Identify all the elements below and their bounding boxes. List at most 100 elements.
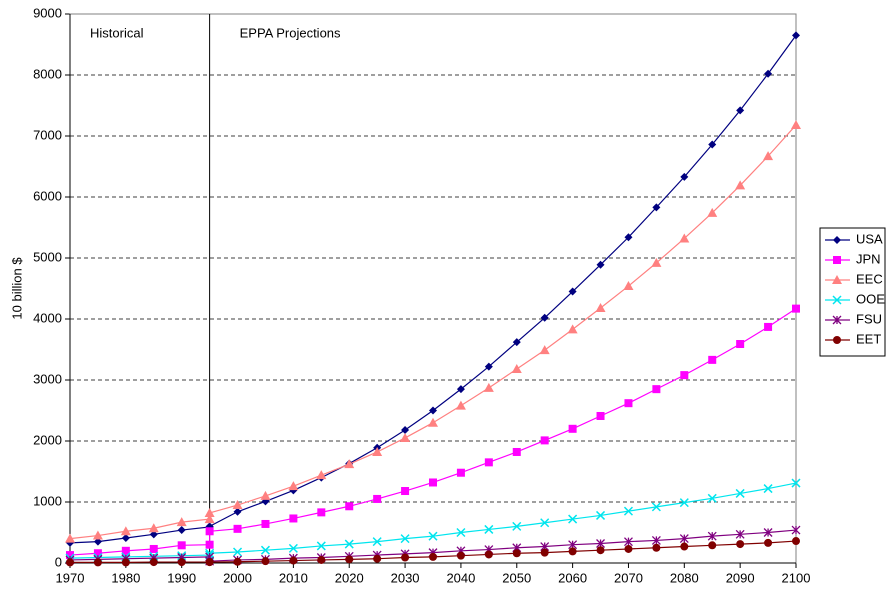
marker <box>205 558 214 567</box>
marker <box>177 541 186 550</box>
marker <box>233 547 243 557</box>
marker <box>652 385 661 394</box>
marker <box>455 400 466 410</box>
marker <box>833 236 841 244</box>
series-line <box>69 482 797 559</box>
marker <box>484 524 494 534</box>
marker <box>233 507 242 516</box>
marker <box>93 537 102 546</box>
marker <box>288 543 298 553</box>
marker <box>651 257 662 267</box>
marker <box>484 458 493 467</box>
marker <box>400 534 410 544</box>
y-tick-label: 1000 <box>33 493 62 508</box>
legend-box <box>819 227 886 357</box>
marker <box>177 526 186 535</box>
marker <box>568 424 577 433</box>
marker <box>373 494 382 503</box>
marker <box>624 233 633 242</box>
marker <box>679 534 689 544</box>
marker <box>540 436 549 445</box>
marker <box>456 385 465 394</box>
x-tick-label: 2100 <box>782 570 811 585</box>
marker <box>791 120 801 130</box>
y-tick-label: 2000 <box>33 432 62 447</box>
marker <box>764 322 773 331</box>
marker <box>596 539 605 548</box>
marker <box>624 544 633 553</box>
marker <box>260 490 271 500</box>
marker <box>401 553 410 562</box>
y-axis-label: 10 billion $ <box>9 257 24 320</box>
marker <box>707 531 717 541</box>
marker <box>345 502 354 511</box>
marker <box>177 558 186 567</box>
marker <box>679 233 690 243</box>
y-tick-label: 0 <box>55 554 62 569</box>
marker <box>121 546 130 555</box>
marker <box>289 514 298 523</box>
marker <box>596 260 605 269</box>
marker <box>791 525 801 535</box>
marker <box>289 556 298 565</box>
marker <box>763 528 773 537</box>
marker <box>121 533 130 542</box>
marker <box>832 295 842 305</box>
marker <box>568 547 577 556</box>
marker <box>736 106 745 115</box>
marker <box>651 502 661 512</box>
marker <box>429 478 437 487</box>
marker <box>679 498 689 508</box>
marker <box>483 382 494 392</box>
legend-label: FSU <box>856 311 882 326</box>
annotation: EPPA Projections <box>240 25 341 40</box>
marker <box>833 256 841 264</box>
marker <box>429 552 437 561</box>
marker <box>791 478 801 488</box>
marker <box>93 558 102 567</box>
marker <box>344 539 354 549</box>
marker <box>121 558 130 567</box>
marker <box>204 507 215 517</box>
marker <box>763 484 773 494</box>
marker <box>512 521 522 531</box>
y-tick-label: 5000 <box>33 249 62 264</box>
x-tick-label: 2040 <box>446 570 475 585</box>
marker <box>680 172 689 181</box>
marker <box>176 517 187 527</box>
marker <box>567 324 578 334</box>
marker <box>708 541 717 550</box>
marker <box>66 551 74 560</box>
marker <box>66 558 74 567</box>
marker <box>261 557 270 566</box>
legend-label: OOE <box>856 291 885 306</box>
marker <box>708 355 717 364</box>
marker <box>456 551 465 560</box>
marker <box>707 493 717 503</box>
marker <box>832 315 842 325</box>
y-tick-label: 9000 <box>33 5 62 20</box>
marker <box>595 303 606 313</box>
marker <box>345 555 354 564</box>
marker <box>832 275 842 284</box>
y-tick-label: 8000 <box>33 66 62 81</box>
marker <box>484 362 493 371</box>
marker <box>568 540 578 550</box>
marker <box>764 69 773 78</box>
marker <box>708 140 717 149</box>
marker <box>428 417 438 427</box>
x-tick-label: 2070 <box>614 570 643 585</box>
marker <box>596 546 605 555</box>
x-tick-label: 2050 <box>502 570 531 585</box>
marker <box>93 549 102 558</box>
marker <box>92 530 103 540</box>
marker <box>233 557 242 566</box>
marker <box>736 340 745 349</box>
marker <box>233 524 242 533</box>
marker <box>429 406 437 415</box>
marker <box>372 446 383 456</box>
legend-label: EEC <box>856 271 883 286</box>
marker <box>651 535 661 545</box>
marker <box>652 203 661 212</box>
